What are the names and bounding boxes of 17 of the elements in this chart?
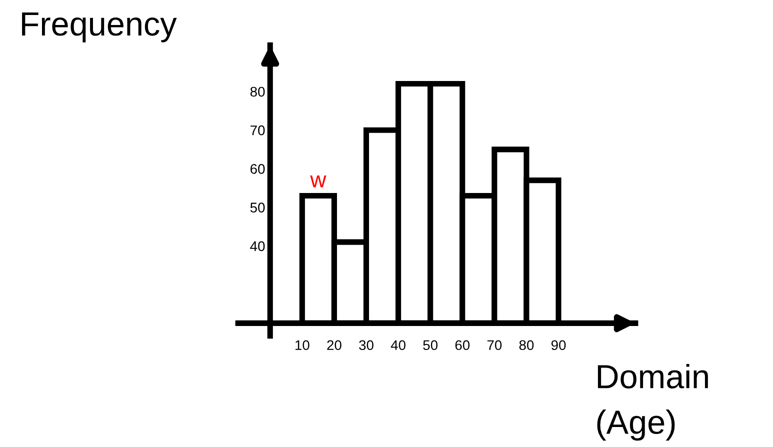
y-tick-label: 70 [250, 125, 265, 136]
y-tick-label: 40 [250, 241, 265, 252]
y-tick-label: 80 [250, 86, 265, 97]
annotation: w [310, 176, 326, 188]
y-axis-title: Frequency [22, 12, 177, 42]
x-tick-label: 10 [296, 340, 310, 350]
x-tick-label: 90 [551, 340, 566, 350]
x-tick-label: 70 [487, 340, 502, 350]
x-tick-label: 30 [359, 340, 374, 350]
x-tick-label: 60 [455, 340, 470, 350]
x-tick-label: 20 [327, 340, 342, 350]
x-tick-label: 50 [423, 340, 438, 350]
x-tick-label: 80 [519, 340, 534, 350]
x-tick-label: 40 [390, 340, 406, 350]
x-axis-title: Domain (Age) [597, 364, 708, 441]
y-tick-label: 50 [250, 202, 265, 213]
y-tick-label: 60 [250, 164, 265, 174]
